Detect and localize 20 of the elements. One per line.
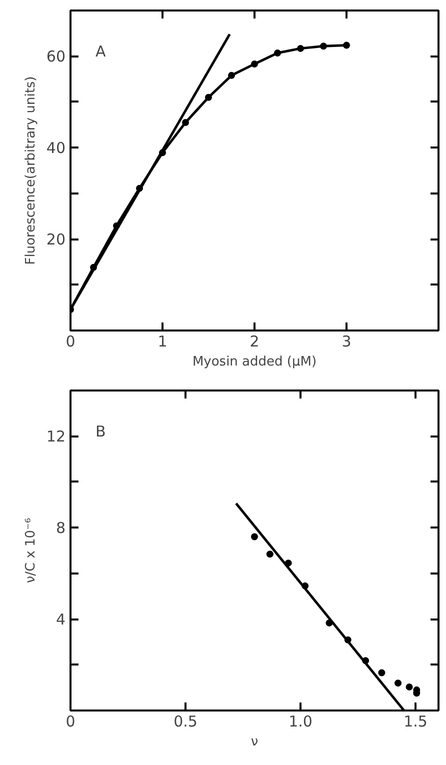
y-tick-label: 20 [46,230,66,249]
y-tick-label: 12 [46,428,66,446]
y-tick-label: 40 [46,139,66,158]
annotation: B [96,422,106,440]
x-tick-label: 1.0 [288,712,312,730]
y-axis-title: ν/C x 10⁻⁶ [23,518,38,584]
annotation: A [96,42,106,60]
y-tick-label: 4 [56,610,66,629]
x-tick-label: 1.5 [404,712,428,730]
x-tick-label: 0.5 [174,712,198,730]
x-tick-label: 1 [158,332,168,350]
x-tick-label: 0 [66,712,76,730]
x-tick-label: 0 [66,332,76,350]
x-axis-title: Myosin added (μM) [192,354,317,370]
x-tick-label: 3 [342,332,352,350]
y-tick-label: 8 [56,519,66,538]
y-axis-title: Fluorescence(arbitrary units) [23,76,38,265]
x-tick-label: 2 [250,332,260,350]
y-tick-label: 60 [46,48,66,66]
x-axis-title: ν [250,734,258,750]
